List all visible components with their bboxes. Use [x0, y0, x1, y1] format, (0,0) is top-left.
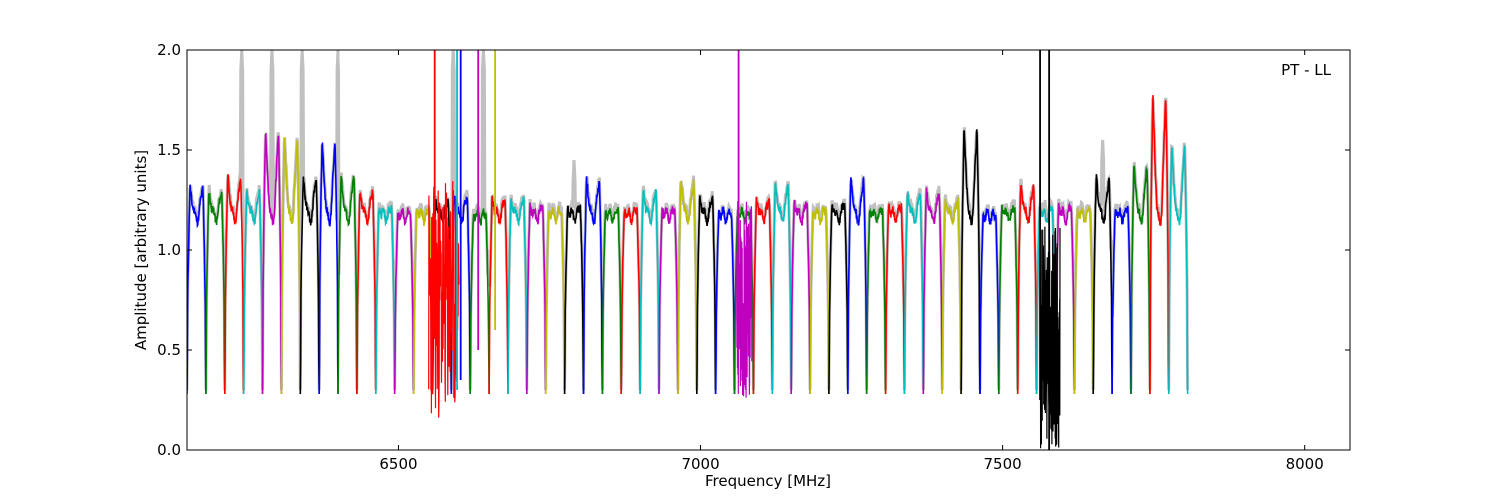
channel-series	[941, 197, 962, 395]
channel-series	[469, 206, 490, 395]
channel-series	[242, 189, 264, 395]
channel-series	[1073, 206, 1094, 395]
channel-series	[1168, 144, 1189, 395]
channel-series	[884, 203, 906, 395]
channel-series	[526, 202, 547, 395]
channel-series	[1092, 174, 1113, 395]
channel-series	[828, 202, 849, 395]
channel-series	[1111, 205, 1132, 395]
channel-series	[205, 191, 226, 395]
channel-series	[752, 196, 774, 395]
x-axis-label: Frequency [MHz]	[705, 472, 831, 490]
channel-series	[1016, 184, 1038, 395]
y-axis-ticks: 0.0 0.5 1.0 1.5 2.0	[157, 41, 1350, 459]
channel-series	[847, 175, 868, 395]
plot-background	[187, 50, 1350, 450]
channel-series	[903, 191, 925, 395]
x-tick-label: 7500	[984, 455, 1022, 473]
y-tick-label: 0.5	[157, 341, 181, 359]
channel-series	[601, 206, 622, 395]
channel-series	[998, 204, 1019, 395]
channel-series	[393, 207, 415, 395]
spike-layer	[433, 50, 1051, 450]
channel-series	[1054, 201, 1076, 395]
x-tick-label: 6500	[379, 455, 417, 473]
channel-series	[356, 189, 377, 395]
channel-series	[960, 129, 981, 395]
channel-series	[1149, 95, 1170, 395]
y-tick-label: 1.0	[157, 241, 181, 259]
channel-series	[582, 176, 604, 395]
channel-series	[563, 204, 585, 395]
channel-series	[224, 174, 245, 395]
channel-series	[790, 199, 811, 395]
x-axis-ticks: 6500 7000 7500 8000	[379, 50, 1324, 473]
y-axis-label: Amplitude [arbitrary units]	[132, 150, 150, 350]
channel-series	[280, 137, 302, 395]
channel-series	[771, 182, 792, 395]
channel-series	[658, 206, 679, 395]
channel-series	[714, 205, 736, 395]
y-tick-label: 1.5	[157, 141, 181, 159]
channel-series	[507, 195, 528, 395]
channel-series	[187, 184, 207, 395]
channel-series	[337, 176, 358, 395]
channel-series	[865, 207, 887, 395]
channel-series	[318, 141, 339, 395]
channel-series	[677, 179, 698, 395]
rfi-noise	[736, 200, 753, 398]
plot-annotation: PT - LL	[1281, 61, 1332, 79]
y-tick-label: 2.0	[157, 41, 181, 59]
y-tick-label: 0.0	[157, 441, 181, 459]
series-layer	[187, 95, 1189, 449]
x-tick-label: 7000	[681, 455, 719, 473]
rfi-noise	[428, 181, 460, 418]
channel-series	[1130, 165, 1151, 395]
channel-series	[979, 208, 1000, 395]
channel-series	[488, 195, 509, 395]
channel-series	[544, 206, 566, 395]
channel-series	[620, 206, 641, 395]
channel-series	[375, 204, 396, 395]
channel-series	[809, 206, 830, 395]
channel-series	[922, 187, 943, 395]
channel-series	[639, 189, 660, 395]
channel-series	[261, 133, 283, 395]
channel-series	[299, 176, 320, 395]
x-tick-label: 8000	[1286, 455, 1324, 473]
channel-series	[696, 195, 717, 395]
